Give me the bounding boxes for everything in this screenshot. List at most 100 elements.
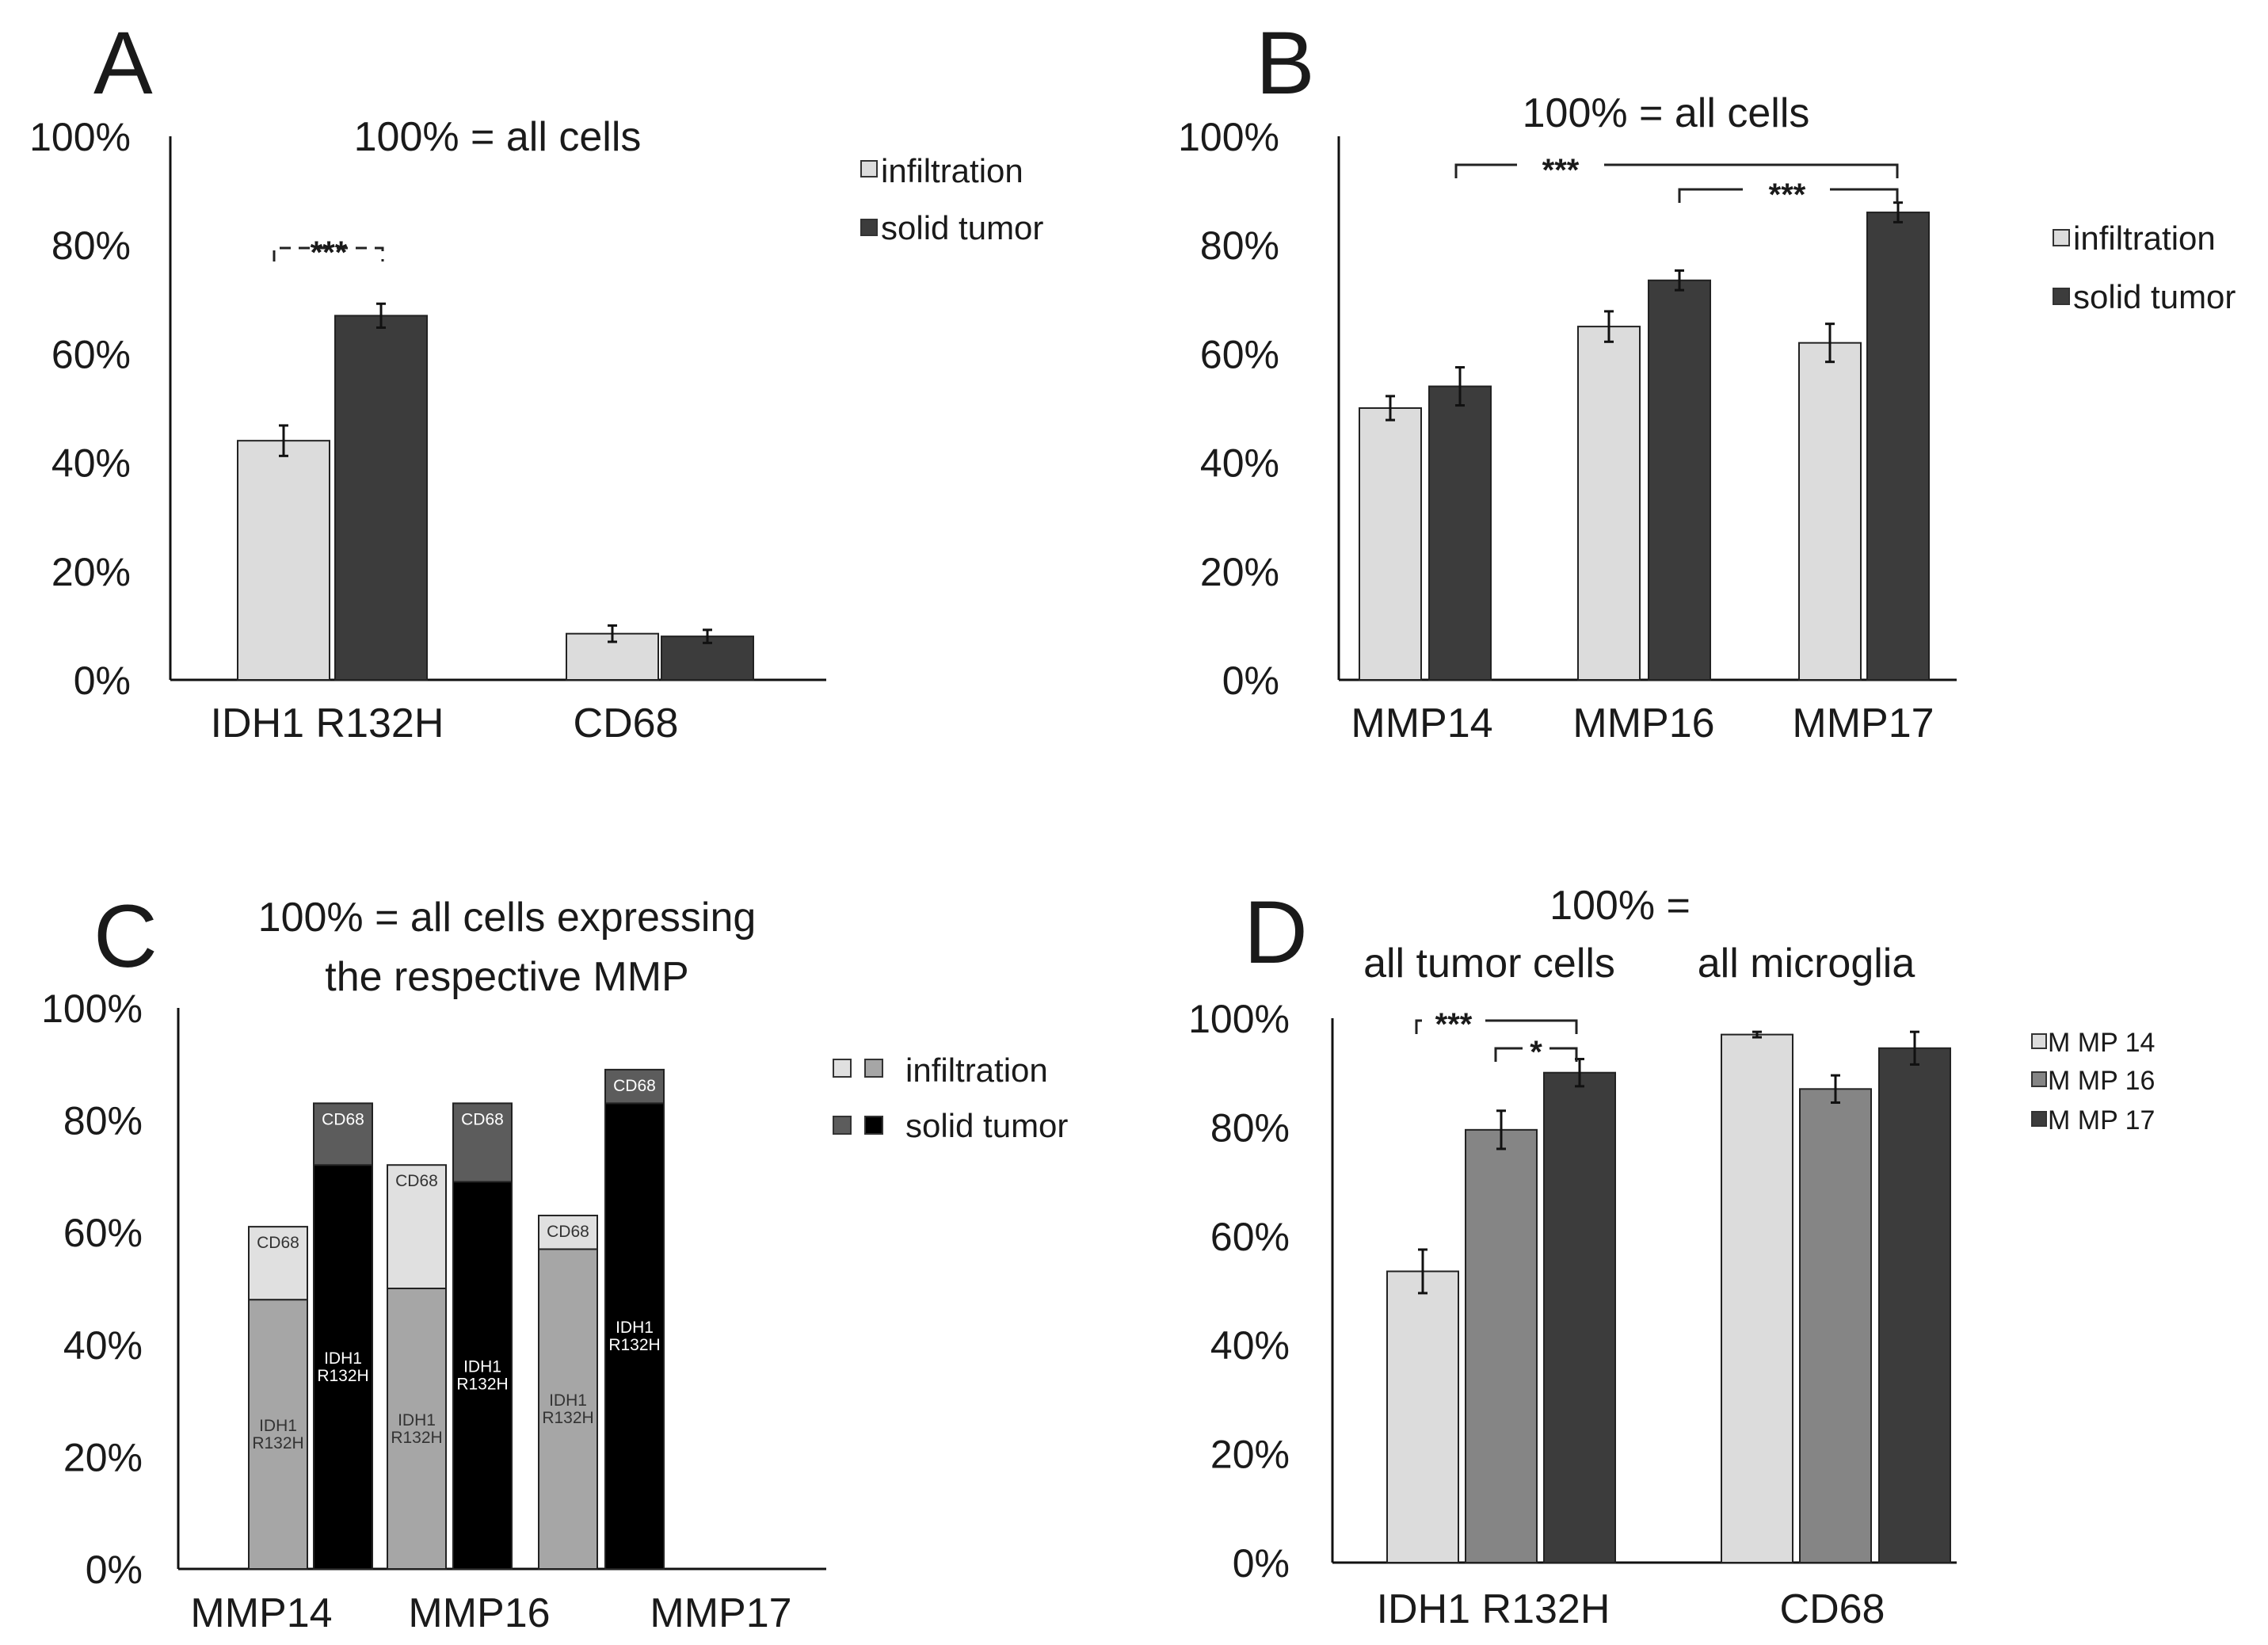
significance-gap bbox=[1422, 1006, 1485, 1033]
panel-letter-b: B bbox=[1256, 13, 1315, 113]
legend-b: infiltration solid tumor bbox=[2053, 219, 2236, 315]
panel-c: C 100% = all cells expressing the respec… bbox=[41, 887, 1068, 1636]
segment-label: R132H bbox=[456, 1376, 508, 1394]
legend-d: M MP 14 M MP 16 M MP 17 bbox=[2031, 1028, 2155, 1135]
panel-a: A 100% = all cells 0% 20% 40% 60% 80% 100% IDH… bbox=[29, 13, 1043, 746]
axes-a: 0% 20% 40% 60% 80% 100% IDH1 R132H CD68 bbox=[29, 115, 826, 746]
bar bbox=[1878, 1047, 1951, 1564]
significance-label: *** bbox=[1435, 1007, 1473, 1042]
segment-label: R132H bbox=[542, 1409, 593, 1427]
panel-letter-c: C bbox=[93, 887, 158, 986]
segment-label: IDH1 bbox=[259, 1417, 297, 1435]
bar bbox=[1577, 326, 1641, 681]
segment-label: IDH1 bbox=[463, 1358, 501, 1376]
segment-label: CD68 bbox=[547, 1223, 589, 1241]
stacked-segment bbox=[452, 1181, 513, 1570]
bars-c: IDH1R132HCD68IDH1R132HCD68IDH1R132HCD68I… bbox=[248, 1068, 665, 1571]
stacked-segment bbox=[248, 1299, 308, 1571]
legend-swatch-solid-tumor-cd68 bbox=[833, 1116, 852, 1135]
legend-swatch-mmp16 bbox=[2031, 1071, 2047, 1087]
legend-label-solid-tumor: solid tumor bbox=[905, 1107, 1068, 1144]
legend-c: infiltration solid tumor bbox=[833, 1052, 1068, 1144]
y-tick-label: 80% bbox=[63, 1099, 143, 1143]
x-category-label: IDH1 R132H bbox=[211, 700, 444, 746]
segment-label: R132H bbox=[391, 1429, 442, 1447]
bar bbox=[1866, 212, 1930, 681]
significance-label: *** bbox=[1542, 153, 1580, 188]
stacked-segment bbox=[248, 1226, 308, 1301]
bar bbox=[1799, 1088, 1872, 1564]
title-d: 100% = bbox=[1549, 883, 1691, 929]
significance-gap bbox=[1743, 175, 1830, 204]
panel-letter-a: A bbox=[93, 13, 153, 113]
y-tick-label: 80% bbox=[1210, 1105, 1290, 1150]
legend-swatch-solid-tumor bbox=[2053, 288, 2070, 305]
y-tick-label: 60% bbox=[63, 1211, 143, 1255]
segment-label: IDH1 bbox=[398, 1411, 436, 1429]
segment-label: CD68 bbox=[395, 1172, 438, 1190]
x-category-label: MMP14 bbox=[1351, 700, 1492, 746]
stacked-segment bbox=[604, 1068, 665, 1105]
legend-swatch-infiltration-idh1 bbox=[864, 1059, 883, 1078]
bars-b bbox=[1359, 201, 1930, 681]
y-tick-label: 40% bbox=[51, 441, 131, 486]
y-tick-label: 40% bbox=[1210, 1323, 1290, 1368]
y-tick-label: 60% bbox=[51, 332, 131, 376]
legend-swatch-mmp17 bbox=[2031, 1111, 2047, 1127]
legend-label-mmp17: M MP 17 bbox=[2048, 1105, 2155, 1135]
bar bbox=[237, 440, 330, 681]
y-tick-label: 20% bbox=[51, 550, 131, 594]
segment-label: CD68 bbox=[322, 1110, 364, 1128]
title-c-line-2: the respective MMP bbox=[325, 954, 689, 1000]
title-a: 100% = all cells bbox=[354, 114, 642, 160]
legend-swatch-mmp14 bbox=[2031, 1033, 2047, 1049]
stacked-segment bbox=[538, 1248, 598, 1570]
x-category-label: MMP17 bbox=[1792, 700, 1934, 746]
bar bbox=[1798, 342, 1862, 681]
x-category-label: MMP16 bbox=[408, 1590, 550, 1636]
bars-a bbox=[237, 302, 754, 681]
stacked-segment bbox=[452, 1102, 513, 1183]
x-category-label: CD68 bbox=[574, 700, 679, 746]
bar bbox=[1428, 385, 1492, 681]
y-tick-label: 0% bbox=[74, 658, 131, 703]
y-tick-label: 40% bbox=[63, 1323, 143, 1368]
x-category-label: MMP17 bbox=[650, 1590, 791, 1636]
y-tick-label: 0% bbox=[1233, 1541, 1290, 1586]
y-tick-label: 100% bbox=[1178, 115, 1279, 159]
y-tick-label: 100% bbox=[1188, 997, 1290, 1041]
axes-d: 0% 20% 40% 60% 80% 100% IDH1 R132H CD68 bbox=[1188, 997, 1957, 1632]
stacked-segment bbox=[387, 1288, 447, 1570]
y-tick-label: 20% bbox=[63, 1435, 143, 1479]
legend-swatch-infiltration bbox=[860, 160, 878, 177]
significance-bracket bbox=[1454, 163, 1899, 178]
significance-a: *** bbox=[273, 235, 384, 270]
y-tick-label: 60% bbox=[1210, 1215, 1290, 1259]
significance-label: *** bbox=[1769, 177, 1806, 212]
stacked-segment bbox=[604, 1102, 665, 1570]
legend-swatch-infiltration-cd68 bbox=[833, 1059, 852, 1078]
y-tick-label: 80% bbox=[1200, 223, 1279, 268]
segment-label: CD68 bbox=[461, 1110, 504, 1128]
axes-c: 0% 20% 40% 60% 80% 100% MMP14 MMP16 MMP17 bbox=[41, 987, 826, 1636]
legend-label-solid-tumor: solid tumor bbox=[881, 209, 1043, 246]
legend-swatch-solid-tumor-idh1 bbox=[864, 1116, 883, 1135]
y-tick-label: 20% bbox=[1210, 1433, 1290, 1477]
legend-label-mmp16: M MP 16 bbox=[2048, 1066, 2155, 1096]
subtitle-d-tumor: all tumor cells bbox=[1363, 941, 1615, 987]
significance-b: *** *** bbox=[1454, 151, 1899, 212]
segment-label: IDH1 bbox=[324, 1349, 362, 1368]
bar bbox=[1359, 407, 1422, 681]
significance-bracket bbox=[273, 246, 384, 261]
y-tick-label: 100% bbox=[41, 987, 143, 1031]
legend-swatch-solid-tumor bbox=[860, 219, 878, 236]
y-tick-label: 80% bbox=[51, 223, 131, 268]
bar bbox=[1543, 1071, 1616, 1563]
bar bbox=[334, 315, 428, 681]
legend-a: infiltration solid tumor bbox=[860, 152, 1043, 246]
segment-label: R132H bbox=[252, 1434, 303, 1452]
stacked-segment bbox=[313, 1102, 373, 1166]
legend-label-solid-tumor: solid tumor bbox=[2073, 278, 2236, 315]
significance-label: * bbox=[1530, 1035, 1542, 1070]
